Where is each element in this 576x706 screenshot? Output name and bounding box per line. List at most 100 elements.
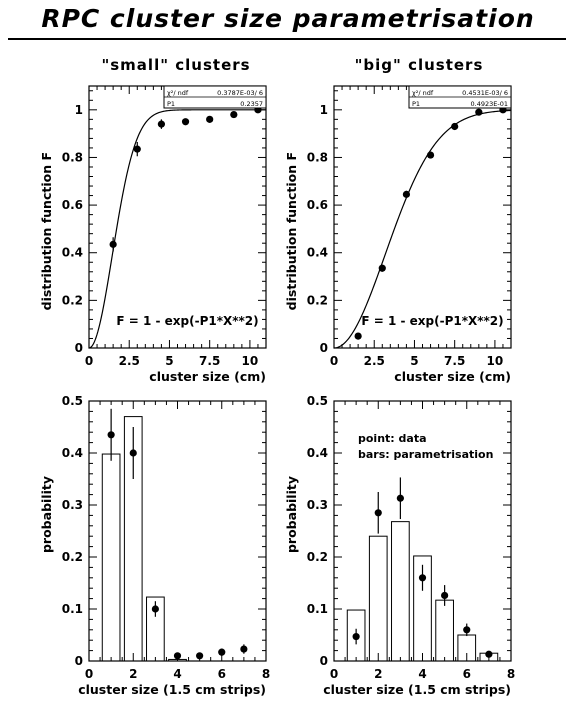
parametrisation-bar <box>368 535 388 662</box>
y-tick-label: 0.8 <box>307 150 328 164</box>
x-tick-label: 0 <box>330 354 338 368</box>
fit-formula: F = 1 - exp(-P1*X**2) <box>361 314 503 328</box>
y-tick-label: 0.5 <box>307 394 328 408</box>
y-tick-label: 0 <box>75 654 83 668</box>
x-tick-label: 6 <box>463 667 471 681</box>
fit-formula: F = 1 - exp(-P1*X**2) <box>116 314 258 328</box>
fit-stats-chi2-label: χ²/ ndf <box>412 89 434 97</box>
x-tick-label: 5 <box>165 354 173 368</box>
x-tick-label: 8 <box>262 667 270 681</box>
parametrisation-bar <box>168 658 187 662</box>
data-point <box>396 494 404 502</box>
y-axis-label: distribution function F <box>284 152 299 310</box>
fit-stats-chi2-label: χ²/ ndf <box>167 89 189 97</box>
title-divider <box>8 38 566 40</box>
fit-stats-chi2-value: 0.4531E-03/ 6 <box>462 89 508 97</box>
y-tick-label: 0 <box>75 341 83 355</box>
parametrisation-bar <box>435 599 454 662</box>
data-point <box>451 122 459 131</box>
fit-stats-p1-value: 0.4923E-01 <box>471 100 508 108</box>
data-point <box>133 145 141 153</box>
legend-bars: bars: parametrisation <box>358 448 493 461</box>
y-tick-label: 0 <box>320 654 328 668</box>
fit-stats-chi2-value: 0.3787E-03/ 6 <box>217 89 263 97</box>
y-tick-label: 0.6 <box>307 198 328 212</box>
y-axis-label: distribution function F <box>39 152 54 310</box>
data-point <box>157 120 166 128</box>
data-point <box>230 110 238 119</box>
plot-frame <box>88 400 267 662</box>
data-point <box>354 332 362 340</box>
data-point <box>475 108 483 116</box>
x-tick-label: 7.5 <box>444 354 465 368</box>
y-tick-label: 0.3 <box>307 498 328 512</box>
data-point <box>218 648 226 656</box>
chart-panel-2: 0 2.5 5 7.5 10 0 0.2 0.4 0.6 0.8 1 cluster size (cm… <box>284 85 512 384</box>
data-point <box>107 431 115 439</box>
parametrisation-bar <box>413 555 432 662</box>
column-title-small: "small" clusters <box>101 56 250 74</box>
x-tick-label: 4 <box>418 667 426 681</box>
fit-stats-p1-label: P1 <box>167 100 175 108</box>
x-tick-label: 2.5 <box>119 354 140 368</box>
y-tick-label: 0.2 <box>62 293 83 307</box>
data-point <box>441 591 449 600</box>
data-point <box>426 151 435 159</box>
page-title: RPC cluster size parametrisation <box>41 4 535 33</box>
fit-stats-p1-value: 0.2357 <box>240 100 263 108</box>
data-point <box>206 115 214 123</box>
y-tick-label: 0.4 <box>62 246 83 260</box>
parametrisation-bar <box>101 453 121 662</box>
x-tick-label: 10 <box>242 354 259 368</box>
y-tick-label: 1 <box>320 103 328 117</box>
y-tick-label: 0.2 <box>307 293 328 307</box>
chart-panel-3: 0 2 4 6 8 0 0.1 0.2 0.3 0.4 0.5 cluster size (1.5 c… <box>39 394 270 697</box>
x-tick-label: 6 <box>218 667 226 681</box>
x-axis-label: cluster size (cm) <box>149 369 266 384</box>
y-axis-label: probability <box>39 476 54 553</box>
x-tick-label: 5 <box>410 354 418 368</box>
data-point <box>352 632 360 641</box>
plot-frame <box>333 85 512 349</box>
data-point <box>374 509 382 517</box>
parametrisation-bar <box>123 416 143 662</box>
y-tick-label: 0.1 <box>62 602 83 616</box>
data-point <box>173 652 182 660</box>
x-tick-label: 4 <box>173 667 181 681</box>
fit-stats-p1-label: P1 <box>412 100 420 108</box>
data-point <box>485 650 493 658</box>
x-tick-label: 10 <box>487 354 504 368</box>
x-tick-label: 0 <box>85 354 93 368</box>
parametrisation-bar <box>391 521 410 662</box>
y-tick-label: 0.8 <box>62 150 83 164</box>
y-axis-label: probability <box>284 476 299 553</box>
chart-panel-4: 0 2 4 6 8 0 0.1 0.2 0.3 0.4 0.5 cluster size (1.5 c… <box>284 394 515 697</box>
data-point <box>129 449 137 457</box>
plot-frame <box>88 85 267 349</box>
x-axis-label: cluster size (1.5 cm strips) <box>323 682 511 697</box>
y-tick-label: 0.5 <box>62 394 83 408</box>
data-point <box>181 118 190 126</box>
parametrisation-bar <box>346 609 366 662</box>
y-tick-label: 0.4 <box>307 246 328 260</box>
data-point <box>240 645 248 653</box>
fit-curve <box>88 109 266 349</box>
data-point <box>196 652 204 660</box>
y-tick-label: 0.2 <box>307 550 328 564</box>
data-point <box>402 190 411 198</box>
x-tick-label: 0 <box>85 667 93 681</box>
x-tick-label: 7.5 <box>199 354 220 368</box>
data-point <box>418 574 427 582</box>
x-tick-label: 2 <box>129 667 137 681</box>
chart-panel-1: 0 2.5 5 7.5 10 0 0.2 0.4 0.6 0.8 1 cluster size (cm… <box>39 85 267 384</box>
y-tick-label: 0.4 <box>62 446 83 460</box>
data-point <box>463 626 471 634</box>
y-tick-label: 1 <box>75 103 83 117</box>
x-axis-label: cluster size (cm) <box>394 369 511 384</box>
column-title-big: "big" clusters <box>355 56 484 74</box>
x-tick-label: 2.5 <box>364 354 385 368</box>
x-axis-label: cluster size (1.5 cm strips) <box>78 682 266 697</box>
y-tick-label: 0.4 <box>307 446 328 460</box>
y-tick-label: 0.3 <box>62 498 83 512</box>
